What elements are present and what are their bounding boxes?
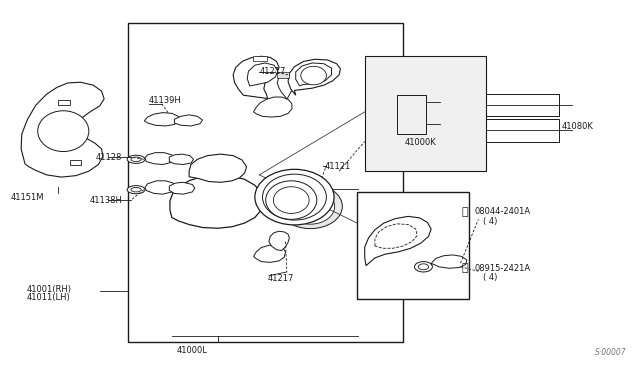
Ellipse shape <box>286 189 335 224</box>
Ellipse shape <box>131 187 141 192</box>
Ellipse shape <box>301 66 326 85</box>
Polygon shape <box>145 181 175 194</box>
Ellipse shape <box>273 187 309 214</box>
Text: Ⓦ: Ⓦ <box>461 263 468 273</box>
Polygon shape <box>174 115 202 126</box>
Polygon shape <box>365 217 431 266</box>
Ellipse shape <box>262 174 326 220</box>
Polygon shape <box>189 154 246 182</box>
Polygon shape <box>288 59 340 95</box>
Bar <box>253 56 267 61</box>
Ellipse shape <box>127 186 145 194</box>
Text: S·00007: S·00007 <box>595 348 627 357</box>
Text: 41217: 41217 <box>268 274 294 283</box>
Bar <box>365 56 486 171</box>
Text: 41011(LH): 41011(LH) <box>26 294 70 302</box>
Polygon shape <box>253 97 292 117</box>
Text: 41000K: 41000K <box>404 138 436 147</box>
Text: 41000L: 41000L <box>177 346 208 355</box>
Text: 41139H: 41139H <box>149 96 182 105</box>
Bar <box>397 95 426 134</box>
Polygon shape <box>277 75 296 99</box>
Text: 41138H: 41138H <box>90 196 123 205</box>
Text: 41217: 41217 <box>259 67 285 76</box>
Text: 41121: 41121 <box>325 162 351 171</box>
Ellipse shape <box>266 181 317 219</box>
Text: Ⓑ: Ⓑ <box>461 207 468 217</box>
Polygon shape <box>430 255 467 268</box>
Ellipse shape <box>38 111 89 151</box>
Bar <box>357 192 468 299</box>
Circle shape <box>419 264 429 270</box>
Polygon shape <box>170 175 264 228</box>
Polygon shape <box>253 245 285 262</box>
Polygon shape <box>170 182 195 194</box>
Text: 41080K: 41080K <box>561 122 593 131</box>
Text: 08044-2401A: 08044-2401A <box>474 208 531 217</box>
Polygon shape <box>269 231 289 250</box>
Text: 41128: 41128 <box>95 153 122 161</box>
Text: 08915-2421A: 08915-2421A <box>474 264 531 273</box>
Bar <box>58 100 70 105</box>
Text: ( 4): ( 4) <box>483 217 498 226</box>
Polygon shape <box>145 153 174 164</box>
Text: 41151M: 41151M <box>11 193 44 202</box>
Polygon shape <box>21 82 104 177</box>
Ellipse shape <box>255 169 334 225</box>
Text: 41001(RH): 41001(RH) <box>26 285 71 294</box>
Bar <box>486 119 559 141</box>
Polygon shape <box>247 63 278 86</box>
Bar <box>486 94 559 116</box>
Bar <box>129 23 403 341</box>
Polygon shape <box>170 154 193 164</box>
Polygon shape <box>145 113 179 126</box>
Bar <box>70 160 81 165</box>
Polygon shape <box>233 56 279 99</box>
Ellipse shape <box>127 155 145 163</box>
Circle shape <box>415 262 433 272</box>
Polygon shape <box>375 224 417 248</box>
Ellipse shape <box>278 184 342 229</box>
Polygon shape <box>296 63 332 86</box>
Ellipse shape <box>131 157 141 161</box>
Text: ( 4): ( 4) <box>483 273 498 282</box>
Bar <box>277 72 289 78</box>
